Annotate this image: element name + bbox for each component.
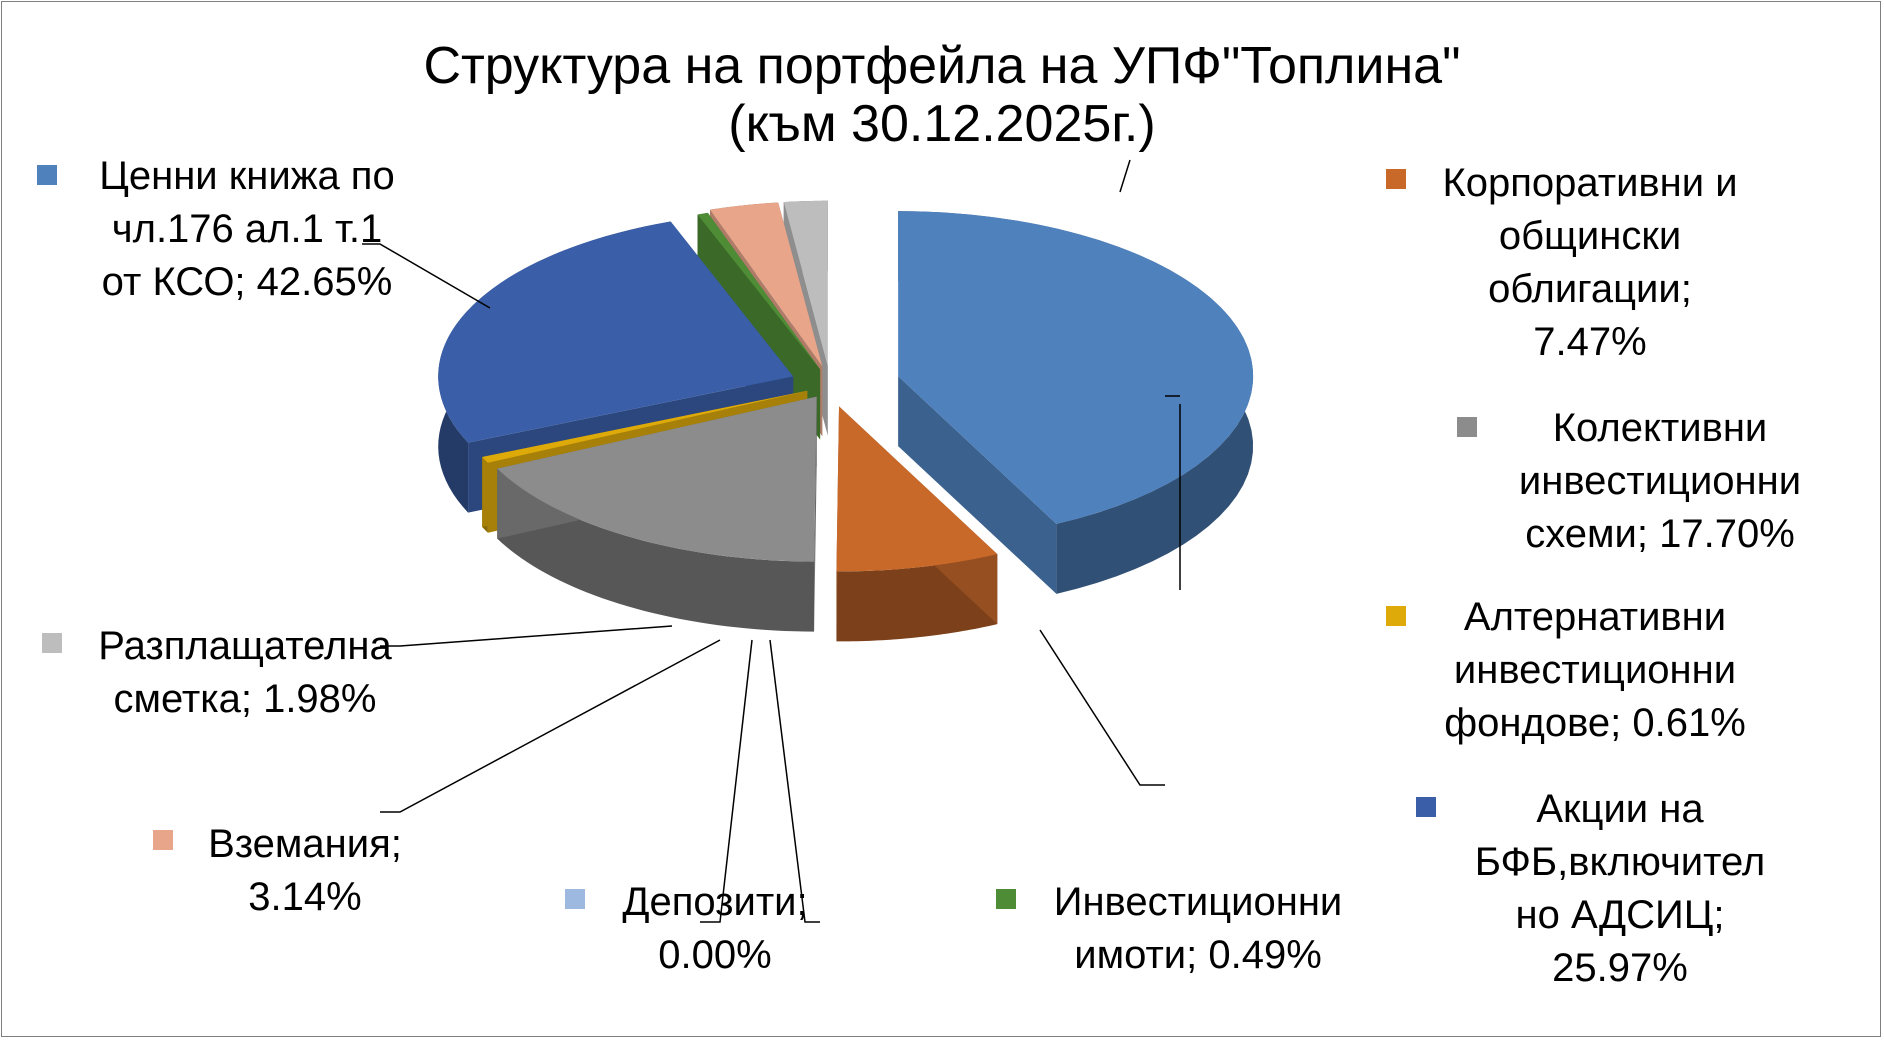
pie-slice-top-1 [836,406,998,572]
data-label-corp: Корпоративни и общински облигации; 7.47% [1442,161,1738,364]
pie-slice-top-8 [783,200,828,366]
pie-slice-side-2 [497,468,815,632]
pie-slice-edge-0-1 [898,376,1057,594]
chart-title: Структура на портфейла на УПФ"Топлина" [423,37,1461,95]
leader-line-0 [362,243,491,309]
leader-lines [362,159,1181,923]
data-label-cb: Ценни книжа по чл.176 ал.1 т.1 от КСО; 4… [99,154,395,304]
legend-key-ii [996,889,1016,909]
leader-line-8 [380,625,673,647]
data-label-vz: Вземания; 3.14% [208,822,402,919]
leader-line-7 [380,639,721,813]
legend-key-corp [1386,169,1406,189]
data-label-bfb: Акции на БФБ,включител но АДСИЦ; 25.97% [1474,787,1766,990]
pie-slice-top-5 [697,212,821,370]
leader-line-5 [769,639,820,923]
pie-slice-top-7 [710,202,823,367]
data-label-aif: Алтернативни инвестиционни фондове; 0.61… [1444,595,1746,745]
legend-key-kis [1457,417,1477,437]
data-label-ii: Инвестиционни имоти; 0.49% [1053,880,1343,977]
pie-slice-top-4 [438,221,794,443]
pie-slice-top-0 [898,211,1254,524]
pie-slice-1 [836,406,998,642]
leader-line-6 [700,639,753,923]
data-label-kis: Колективни инвестиционни схеми; 17.70% [1518,406,1802,556]
data-label-dep: Депозити; 0.00% [622,880,808,977]
legend-key-dep [565,889,585,909]
leader-line-1 [1119,159,1131,193]
pie-slices [438,200,1254,642]
chart-subtitle: (към 30.12.2025г.) [728,95,1156,153]
pie-slice-top-2 [497,396,817,562]
data-label-rs: Разплащателна сметка; 1.98% [98,624,392,721]
pie-slice-top-3 [482,390,808,463]
pie-slice-2 [497,396,817,632]
legend-key-rs [42,633,62,653]
legend-key-aif [1386,606,1406,626]
legend-key-vz [153,830,173,850]
legend-key-cb [37,165,57,185]
legend-key-bfb [1416,797,1436,817]
leader-line-4 [1039,629,1165,786]
pie-slice-0 [898,211,1254,594]
